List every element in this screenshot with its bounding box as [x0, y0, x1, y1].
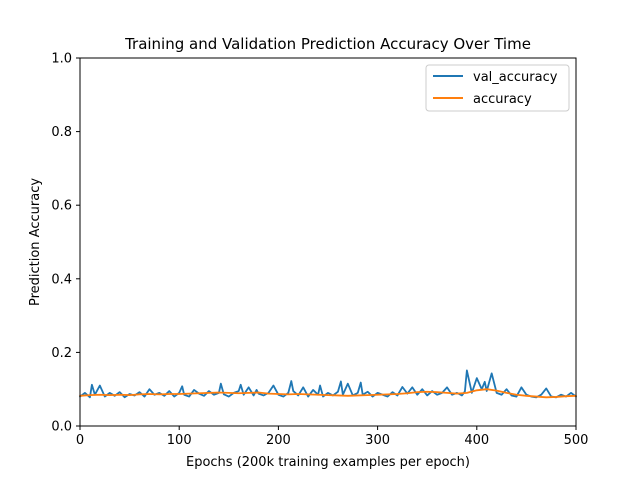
- y-tick-label: 0.2: [51, 346, 72, 361]
- x-axis: 0 100 200 300 400 500: [76, 426, 589, 448]
- series-line-accuracy: [79, 388, 577, 399]
- y-tick-label: 0.8: [51, 125, 72, 140]
- series-layer: [79, 369, 577, 399]
- legend-label-val-accuracy: val_accuracy: [473, 70, 558, 85]
- x-tick-label: 200: [266, 433, 291, 448]
- x-tick-label: 300: [365, 433, 390, 448]
- y-tick-label: 0.6: [51, 199, 72, 214]
- axes-frame: [79, 57, 577, 427]
- y-axis-label: Prediction Accuracy: [28, 178, 43, 306]
- x-tick-label: 500: [564, 433, 589, 448]
- plot-area: [79, 369, 577, 399]
- x-tick-label: 0: [76, 433, 84, 448]
- chart-title: Training and Validation Prediction Accur…: [124, 35, 531, 53]
- legend-label-accuracy: accuracy: [473, 92, 532, 107]
- legend: val_accuracy accuracy: [425, 64, 570, 112]
- y-tick-label: 0.0: [51, 420, 72, 435]
- y-tick-label: 0.4: [51, 272, 72, 287]
- x-axis-label: Epochs (200k training examples per epoch…: [186, 455, 470, 470]
- y-axis: 0.0 0.2 0.4 0.6 0.8 1.0: [51, 52, 80, 435]
- y-tick-label: 1.0: [51, 52, 72, 67]
- x-tick-label: 400: [464, 433, 489, 448]
- x-tick-label: 100: [167, 433, 192, 448]
